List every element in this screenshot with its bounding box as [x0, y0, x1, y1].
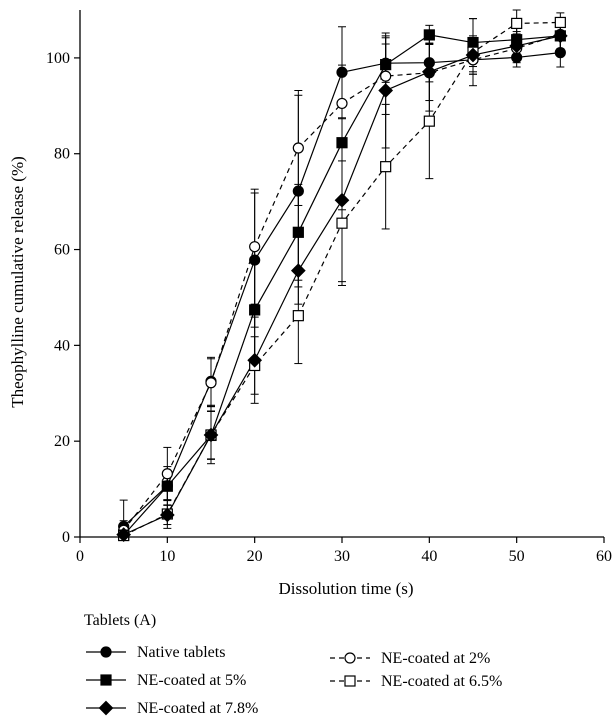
y-axis-label: Theophylline cumulative release (%)	[8, 156, 27, 408]
y-tick-label: 80	[54, 146, 70, 163]
data-point	[378, 83, 394, 98]
data-point	[552, 28, 568, 44]
data-point	[292, 226, 304, 238]
y-tick-label: 20	[54, 433, 70, 450]
data-point	[554, 16, 566, 29]
data-point	[554, 47, 566, 59]
data-point	[161, 480, 173, 492]
data-point	[421, 64, 437, 80]
data-point	[203, 427, 219, 443]
y-tick-label: 60	[54, 242, 70, 259]
data-point	[247, 352, 263, 368]
data-point	[511, 17, 523, 30]
data-point	[205, 377, 217, 389]
data-point	[467, 36, 479, 49]
x-tick-label: 30	[334, 548, 350, 565]
data-point	[380, 161, 392, 173]
data-point	[292, 310, 304, 322]
data-point	[511, 51, 523, 64]
error-bars	[119, 9, 565, 538]
data-point	[336, 217, 348, 229]
series-markers	[116, 16, 568, 542]
y-tick-label: 40	[54, 337, 70, 354]
data-point	[249, 241, 261, 253]
x-axis-label: Dissolution time (s)	[278, 579, 413, 598]
data-point	[380, 70, 392, 82]
x-tick-label: 60	[596, 548, 612, 565]
legend-label: NE-coated at 2%	[381, 650, 490, 667]
legend-marker	[100, 674, 112, 686]
data-point	[290, 263, 306, 278]
y-tick-label: 100	[46, 50, 70, 67]
data-point	[292, 142, 304, 154]
data-point	[334, 192, 350, 208]
data-point	[336, 97, 348, 110]
legend-label: Native tablets	[137, 644, 225, 661]
x-tick-label: 10	[159, 548, 175, 565]
y-tick-label: 0	[62, 529, 70, 546]
x-tick-label: 0	[76, 548, 84, 565]
x-tick-label: 20	[247, 548, 263, 565]
data-point	[336, 137, 348, 149]
data-point	[380, 59, 392, 71]
data-point	[161, 468, 173, 480]
data-point	[509, 38, 525, 54]
legend-label: NE-coated at 5%	[137, 672, 246, 689]
data-point	[249, 304, 261, 316]
legend-label: NE-coated at 6.5%	[381, 673, 502, 690]
data-point	[465, 47, 481, 63]
legend-marker	[100, 646, 112, 658]
data-point	[249, 254, 261, 266]
legend-title: Tablets (A)	[84, 612, 156, 629]
legend-marker	[344, 652, 356, 664]
data-point	[336, 66, 348, 78]
x-tick-label: 50	[509, 548, 525, 565]
legend: Native tablets NE-coated at 2% NE-coated a…	[86, 644, 502, 717]
data-point	[423, 115, 435, 127]
data-point	[423, 29, 435, 41]
data-point	[159, 507, 175, 523]
data-point	[292, 185, 304, 197]
axes: 0 10 20 30 40 50 60 0 20 40 60 80 100	[46, 10, 612, 565]
series-line-1	[123, 33, 561, 531]
legend-marker	[98, 700, 114, 716]
data-point	[116, 527, 132, 542]
legend-marker	[344, 675, 356, 687]
legend-label: NE-coated at 7.8%	[137, 700, 258, 717]
x-tick-label: 40	[421, 548, 437, 565]
